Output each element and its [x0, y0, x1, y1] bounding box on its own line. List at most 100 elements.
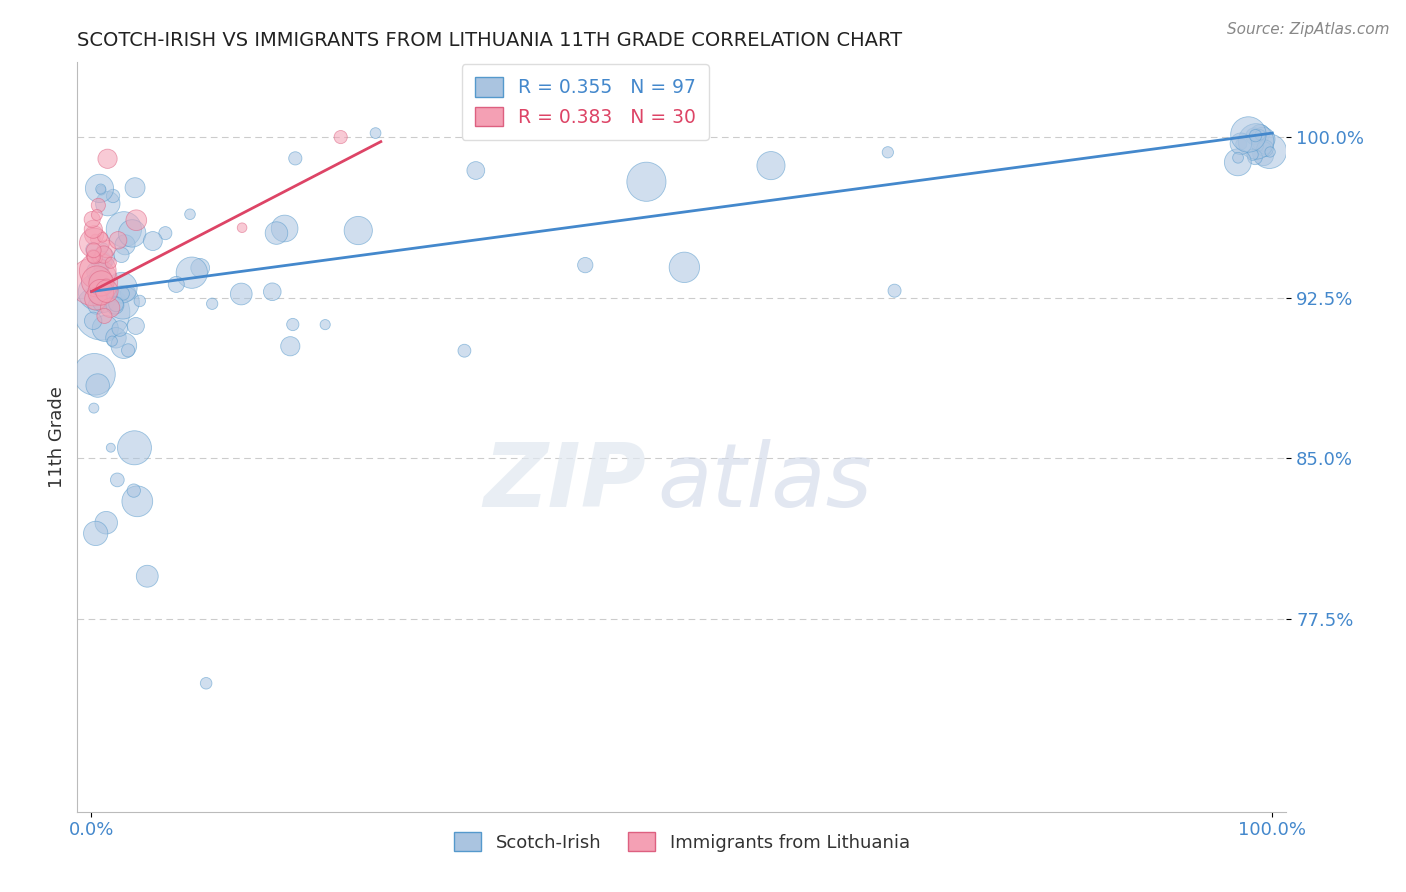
Point — [91, 230, 114, 244]
Point — [262, 285, 284, 299]
Point — [96, 152, 118, 166]
Point — [128, 293, 150, 308]
Point — [1230, 137, 1253, 152]
Point — [273, 221, 295, 235]
Point — [1258, 145, 1281, 159]
Point — [104, 331, 127, 345]
Point — [188, 260, 211, 275]
Point — [1244, 150, 1267, 164]
Point — [314, 318, 336, 332]
Point — [180, 266, 202, 280]
Point — [1258, 145, 1281, 159]
Point — [90, 277, 112, 291]
Y-axis label: 11th Grade: 11th Grade — [48, 386, 66, 488]
Point — [278, 339, 301, 353]
Point — [111, 286, 134, 301]
Point — [83, 236, 105, 251]
Point — [112, 222, 135, 236]
Point — [107, 233, 129, 247]
Point — [1244, 128, 1267, 143]
Point — [231, 220, 253, 235]
Point — [453, 343, 475, 358]
Text: ZIP: ZIP — [482, 439, 645, 525]
Point — [96, 284, 118, 298]
Point — [91, 305, 114, 319]
Point — [883, 284, 905, 298]
Point — [96, 516, 118, 530]
Point — [124, 180, 146, 194]
Point — [136, 569, 159, 583]
Point — [86, 299, 108, 313]
Point — [1249, 127, 1271, 141]
Point — [117, 343, 139, 358]
Point — [142, 234, 165, 248]
Point — [86, 265, 108, 279]
Point — [636, 175, 658, 189]
Point — [329, 130, 352, 145]
Point — [125, 318, 148, 333]
Point — [108, 321, 131, 335]
Point — [876, 145, 898, 160]
Point — [117, 286, 139, 301]
Point — [100, 256, 122, 270]
Point — [231, 287, 253, 301]
Point — [574, 258, 596, 272]
Point — [86, 378, 108, 392]
Point — [83, 275, 105, 289]
Point — [1241, 147, 1264, 161]
Point — [84, 526, 107, 541]
Point — [91, 257, 114, 271]
Point — [281, 318, 304, 332]
Point — [90, 285, 112, 300]
Point — [83, 401, 105, 416]
Point — [82, 249, 104, 263]
Point — [110, 248, 132, 262]
Point — [101, 189, 124, 203]
Legend: Scotch-Irish, Immigrants from Lithuania: Scotch-Irish, Immigrants from Lithuania — [447, 825, 917, 859]
Point — [82, 212, 104, 227]
Text: SCOTCH-IRISH VS IMMIGRANTS FROM LITHUANIA 11TH GRADE CORRELATION CHART: SCOTCH-IRISH VS IMMIGRANTS FROM LITHUANI… — [77, 31, 903, 50]
Point — [195, 676, 218, 690]
Point — [93, 294, 115, 309]
Point — [165, 277, 187, 292]
Point — [90, 182, 112, 196]
Point — [1254, 141, 1277, 155]
Point — [90, 183, 112, 197]
Point — [94, 321, 117, 335]
Point — [89, 181, 111, 195]
Point — [759, 159, 782, 173]
Point — [111, 281, 134, 295]
Point — [1253, 149, 1275, 163]
Point — [100, 441, 122, 455]
Point — [124, 441, 146, 455]
Point — [1244, 135, 1267, 149]
Point — [89, 271, 111, 285]
Point — [93, 247, 115, 261]
Point — [179, 207, 201, 221]
Point — [114, 237, 136, 252]
Point — [93, 272, 115, 286]
Point — [98, 301, 121, 315]
Point — [84, 232, 107, 246]
Point — [201, 297, 224, 311]
Point — [673, 260, 696, 275]
Point — [1227, 151, 1250, 165]
Point — [1243, 129, 1265, 144]
Point — [82, 314, 104, 328]
Point — [464, 163, 486, 178]
Point — [86, 291, 108, 305]
Point — [83, 250, 105, 264]
Point — [86, 275, 108, 289]
Point — [91, 251, 114, 265]
Point — [122, 483, 145, 498]
Point — [1230, 136, 1253, 151]
Text: atlas: atlas — [658, 439, 873, 525]
Point — [90, 254, 112, 268]
Point — [97, 196, 120, 211]
Point — [1251, 132, 1274, 146]
Point — [87, 264, 110, 278]
Point — [1237, 128, 1260, 142]
Point — [83, 368, 105, 382]
Point — [347, 223, 370, 237]
Point — [86, 252, 108, 266]
